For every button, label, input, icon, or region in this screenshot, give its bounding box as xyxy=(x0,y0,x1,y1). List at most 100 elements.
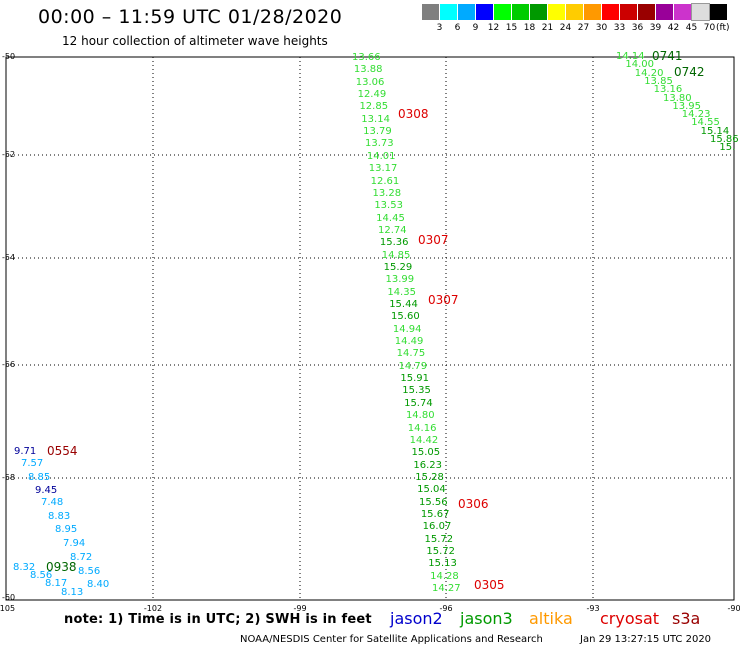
swh-observation: 14.00 xyxy=(625,59,655,71)
swh-observation: 14.45 xyxy=(376,212,405,224)
swh-observation: 7.94 xyxy=(63,538,86,549)
swh-observation: 15.91 xyxy=(400,373,429,385)
swh-observation: 8.95 xyxy=(55,524,78,535)
longitude-label: -105 xyxy=(0,604,16,613)
swh-observation: 12.61 xyxy=(370,175,400,187)
swh-observation: 14.16 xyxy=(407,422,437,434)
swh-observation: 14.27 xyxy=(431,583,461,595)
longitude-label: -93 xyxy=(586,604,600,613)
swh-observation: 14.55 xyxy=(691,117,720,129)
swh-observation: 7.57 xyxy=(21,458,44,469)
legend-altika: altika xyxy=(529,609,573,628)
pass-time-label: 0307 xyxy=(418,233,449,247)
swh-observation: 15.56 xyxy=(418,496,448,508)
swh-observation: 8.32 xyxy=(13,562,36,573)
scale-swatch xyxy=(566,4,583,20)
legend-jason3: jason3 xyxy=(460,609,513,628)
longitude-label: -96 xyxy=(439,604,453,613)
credit-line: NOAA/NESDIS Center for Satellite Applica… xyxy=(240,634,543,645)
swh-observation: 15.44 xyxy=(389,299,418,310)
scale-swatch xyxy=(674,4,691,20)
scale-tick-label: 39 xyxy=(649,23,662,33)
swh-observation: 13.79 xyxy=(363,126,392,138)
scale-swatch xyxy=(620,4,637,20)
legend-cryosat: cryosat xyxy=(600,609,660,628)
swh-observation: 14.94 xyxy=(392,323,422,335)
swh-observation: 15.29 xyxy=(383,261,413,273)
scale-tick-label: 45 xyxy=(685,23,698,33)
swh-observation: 13.99 xyxy=(385,274,415,286)
swh-observation: 12.85 xyxy=(359,101,389,113)
latitude-label: -56 xyxy=(2,360,16,369)
pass-time-label: 0307 xyxy=(428,293,459,307)
swh-observation: 8.85 xyxy=(28,472,51,483)
longitude-label: -99 xyxy=(293,604,307,613)
scale-tick-label: 21 xyxy=(541,23,554,33)
swh-observation: 15.36 xyxy=(379,237,409,249)
swh-observation: 14.23 xyxy=(681,109,711,121)
swh-observation: 15.86 xyxy=(710,134,739,145)
scale-swatch xyxy=(656,4,673,20)
pass-time-label: 0306 xyxy=(458,497,489,511)
scale-swatch xyxy=(548,4,565,20)
swh-observation: 14.49 xyxy=(394,336,424,348)
scale-tick-label: 18 xyxy=(523,23,536,33)
swh-observation: 13.73 xyxy=(365,138,394,150)
scale-tick-label: 24 xyxy=(559,23,572,33)
swh-observation: 13.06 xyxy=(355,76,385,88)
swh-observation: 13.88 xyxy=(353,64,383,76)
swh-observation: 9.45 xyxy=(35,485,58,496)
scale-tick-label: 15 xyxy=(505,23,518,33)
scale-tick-label: 33 xyxy=(613,23,626,33)
swh-observation: 8.17 xyxy=(45,578,68,589)
swh-observation: 12.74 xyxy=(378,224,407,236)
swh-observation: 15.14 xyxy=(700,125,730,137)
swh-observation: 7.48 xyxy=(41,497,64,508)
scale-swatch xyxy=(602,4,619,20)
swh-observation: 14.20 xyxy=(634,67,664,79)
latitude-label: -50 xyxy=(2,52,16,61)
swh-observation: 8.56 xyxy=(30,570,53,581)
pass-time-label: 0742 xyxy=(674,65,705,79)
swh-observation: 13.66 xyxy=(352,52,381,63)
scale-swatch xyxy=(584,4,601,20)
latitude-label: -52 xyxy=(2,150,16,159)
swh-observation: 14.01 xyxy=(366,150,396,162)
pass-time-label: 0741 xyxy=(652,49,683,63)
scale-swatch xyxy=(710,4,727,20)
scale-swatch xyxy=(458,4,475,20)
scale-tick-label: 30 xyxy=(595,23,608,33)
swh-observation: 14.80 xyxy=(405,410,435,422)
scale-tick-label: 36 xyxy=(631,23,644,33)
swh-observation: 16.23 xyxy=(413,459,443,471)
swh-observation: 8.56 xyxy=(78,566,101,577)
swh-observation: 9.71 xyxy=(14,446,37,457)
plot-frame xyxy=(5,56,735,601)
scale-swatch xyxy=(638,4,655,20)
latitude-label: -60 xyxy=(2,593,16,602)
swh-observation: 15.04 xyxy=(417,484,446,496)
swh-observation: 13.80 xyxy=(663,92,692,104)
swh-observation: 15.74 xyxy=(404,397,433,409)
swh-observation: 13.16 xyxy=(653,84,683,96)
map-subtitle: 12 hour collection of altimeter wave hei… xyxy=(62,34,328,48)
generated-timestamp: Jan 29 13:27:15 UTC 2020 xyxy=(580,634,712,645)
scale-swatch xyxy=(530,4,547,20)
pass-time-label: 0554 xyxy=(47,444,78,458)
swh-observation: 12.49 xyxy=(357,89,387,101)
swh-observation: 15.72 xyxy=(424,533,454,545)
swh-observation: 14.42 xyxy=(409,434,439,446)
swh-observation: 8.13 xyxy=(61,587,84,598)
swh-observation: 8.40 xyxy=(87,579,110,590)
pass-time-label: 0308 xyxy=(398,107,429,121)
legend-jason2: jason2 xyxy=(390,609,443,628)
swh-observation: 14.28 xyxy=(430,570,459,582)
scale-tick-label: 9 xyxy=(472,23,479,33)
swh-observation: 13.53 xyxy=(374,200,403,212)
scale-swatch xyxy=(494,4,511,20)
swh-observation: 15. xyxy=(719,142,736,154)
swh-observation: 15.60 xyxy=(391,311,420,323)
swh-observation: 15.35 xyxy=(402,385,431,397)
scale-swatch xyxy=(440,4,457,20)
